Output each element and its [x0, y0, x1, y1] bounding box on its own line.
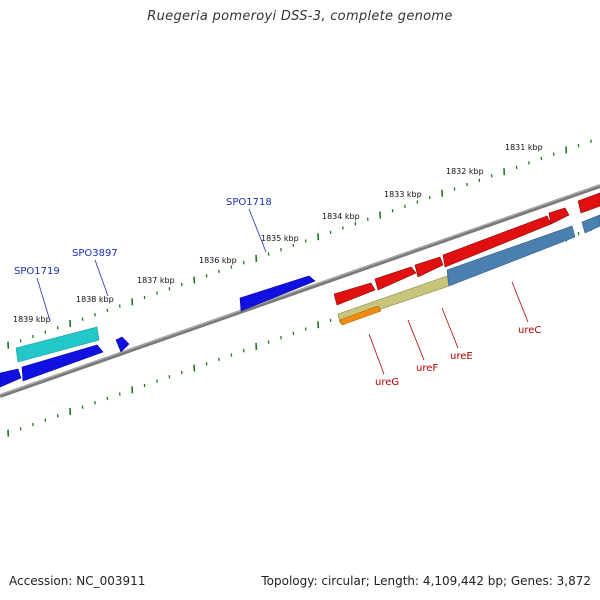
label-urec[interactable]: ureC: [518, 325, 541, 336]
gene-red-1[interactable]: [333, 282, 376, 306]
ruler-label-1835: 1835 kbp: [261, 234, 299, 243]
gene-blue-lower-block[interactable]: [21, 344, 104, 382]
map-title: Ruegeria pomeroyi DSS-3, complete genome: [147, 9, 453, 24]
gene-cyan-block[interactable]: [15, 326, 100, 363]
ruler-label-1838: 1838 kbp: [76, 295, 114, 304]
label-spo1718[interactable]: SPO1718: [226, 197, 272, 208]
ruler-label-1832: 1832 kbp: [446, 167, 484, 176]
upper-ruler: [7, 139, 592, 349]
gene-steel-block[interactable]: [446, 225, 576, 287]
ruler-label-1837: 1837 kbp: [137, 276, 175, 285]
label-uref[interactable]: ureF: [416, 363, 438, 374]
label-spo3897[interactable]: SPO3897: [72, 248, 118, 259]
gene-red-5[interactable]: [548, 207, 570, 225]
ruler-label-1834: 1834 kbp: [322, 212, 360, 221]
ruler-label-1833: 1833 kbp: [384, 190, 422, 199]
leader-urec: [511, 281, 529, 323]
genome-backbone: [0, 184, 600, 398]
ruler-label-1839: 1839 kbp: [13, 315, 51, 324]
leader-spo3897: [94, 259, 109, 297]
label-uree[interactable]: ureE: [450, 351, 473, 362]
gene-spo1718-block[interactable]: [239, 275, 316, 312]
leader-uree: [441, 307, 459, 349]
gene-orange-block[interactable]: [339, 305, 382, 326]
leader-spo1718: [248, 208, 267, 253]
genome-backbone-highlight: [0, 184, 600, 396]
leader-spo1719: [36, 277, 51, 322]
gene-steel-edge[interactable]: [581, 214, 600, 234]
ruler-label-1831: 1831 kbp: [505, 143, 543, 152]
label-ureg[interactable]: ureG: [375, 377, 399, 388]
ruler-label-1836: 1836 kbp: [199, 256, 237, 265]
gene-red-3[interactable]: [414, 256, 444, 278]
label-spo1719[interactable]: SPO1719: [14, 266, 60, 277]
accession-text: Accession: NC_003911: [9, 574, 146, 588]
gene-red-6[interactable]: [577, 192, 600, 214]
leader-uref: [407, 319, 425, 361]
genome-summary-text: Topology: circular; Length: 4,109,442 bp…: [261, 574, 591, 588]
gene-red-2[interactable]: [374, 266, 417, 291]
leader-ureg: [368, 333, 385, 375]
gene-blue-small-arrow[interactable]: [115, 336, 130, 353]
gene-blue-edge-arrow[interactable]: [0, 368, 22, 388]
